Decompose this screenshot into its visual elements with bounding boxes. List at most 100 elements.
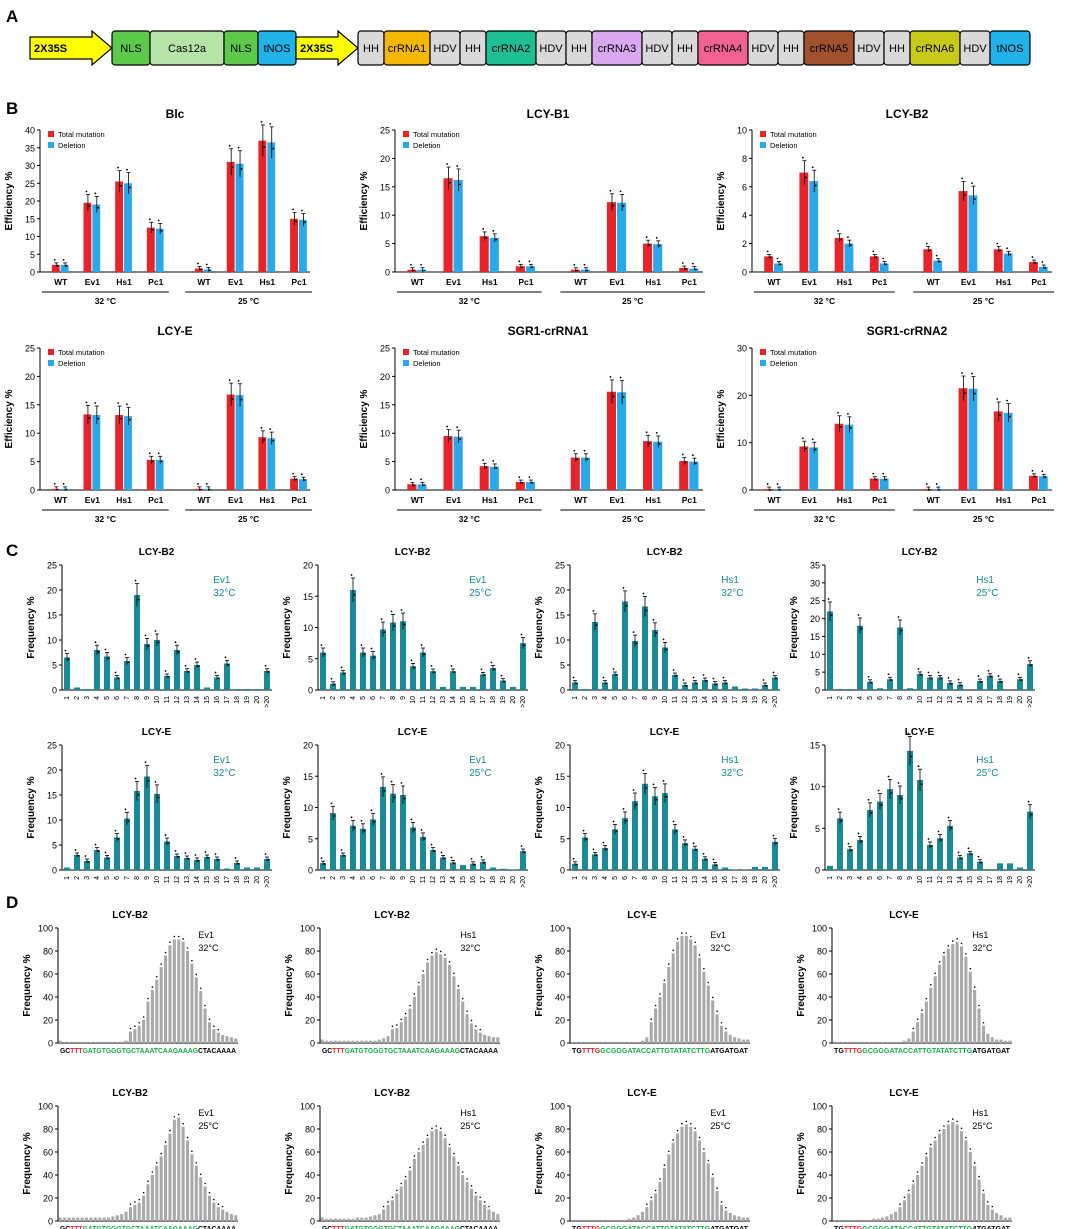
construct-label: HH [363,43,379,55]
replicate-dot [138,1021,141,1024]
temperature-label: 25°C [469,588,491,599]
legend-swatch [760,142,766,148]
replicate-dot [148,452,151,455]
replicate-dot [970,182,973,185]
position-bar [487,1036,491,1043]
target-sequence: TGTTTGGCGGGATACCATTGTATATCTTGATGATGAT [572,1048,749,1055]
replicate-dot [681,932,683,934]
replicate-dot [134,1025,136,1027]
replicate-dot [676,938,679,940]
bar-deletion [417,484,427,490]
y-tick-label: 60 [555,970,565,980]
position-bar [592,1219,596,1221]
position-bar [172,1119,176,1221]
x-tick-label: >20 [772,696,779,708]
position-bar [951,1122,955,1221]
x-tick-label: Ev1 [961,277,976,287]
replicate-dot [457,985,460,987]
frequency-bar [234,863,240,870]
bar-total-mutation [643,441,653,490]
y-tick-label: 0 [560,1039,565,1049]
x-tick-label: WT [927,495,941,505]
replicate-dot [440,851,443,854]
construct-label: crRNA6 [916,43,955,55]
frequency-bar [134,791,140,870]
sample-label: Ev1 [213,575,231,586]
replicate-dot [908,1189,910,1192]
replicate-dot [872,250,875,253]
y-axis-title: Frequency % [796,1132,807,1194]
replicate-dot [850,244,852,246]
y-tick-label: 25 [25,179,35,189]
frequency-bar [390,622,396,690]
replicate-dot [973,198,976,200]
replicate-dot [910,755,913,758]
replicate-dot [333,683,336,686]
replicate-dot [56,264,59,267]
frequency-bar [460,865,466,870]
replicate-dot [938,488,941,491]
replicate-dot [692,842,695,845]
replicate-dot [147,645,150,648]
replicate-dot [129,418,131,421]
replicate-dot [174,850,177,852]
replicate-dot [934,972,936,975]
chart-title: LCY-E [398,727,428,738]
replicate-dot [420,478,422,481]
y-tick-label: 0 [48,1217,53,1227]
position-bar [632,1041,636,1043]
x-tick-label: 18 [997,876,1004,884]
replicate-dot [632,631,635,634]
replicate-dot [937,671,940,674]
x-tick-label: 16 [470,876,477,884]
x-tick-label: 13 [440,876,447,884]
position-bar [194,1165,198,1221]
replicate-dot [928,488,931,491]
frequency-bar [622,601,628,690]
x-tick-label: 11 [164,876,171,883]
position-bar [968,1152,972,1221]
position-bar [632,1217,636,1221]
frequency-bar [94,850,100,870]
y-tick-label: 80 [43,947,53,957]
frequency-bar [400,795,406,870]
legend-label: Deletion [770,141,798,150]
position-bar [98,1217,102,1221]
replicate-dot [184,852,187,854]
position-bar [364,1217,368,1221]
replicate-dot [269,122,272,125]
position-bar [942,1129,946,1221]
replicate-dot [417,1148,420,1150]
frequency-bar [722,867,728,870]
frequency-bar [592,854,598,870]
replicate-dot [880,804,883,806]
replicate-dot [147,1180,149,1182]
position-bar [447,1147,452,1221]
replicate-dot [804,176,807,179]
x-tick-label: 3 [592,696,599,700]
replicate-dot [134,579,137,582]
position-bar [491,1211,495,1221]
replicate-dot [482,459,485,462]
x-tick-label: 10 [917,876,924,884]
flank-sequence: ATGATGAT [710,1048,748,1055]
replicate-dot [147,780,150,782]
target-sequence: GCTTTGATGTGGGTGCTAAATCAAGAAAGCTACAAAA [60,1226,236,1229]
replicate-dot [435,948,438,950]
x-tick-label: 4 [857,876,864,880]
frequency-bar [420,836,426,870]
replicate-dot [475,1025,477,1027]
replicate-dot [208,1191,211,1194]
replicate-dot [973,1162,976,1164]
bar-total-mutation [570,269,580,272]
replicate-dot [887,775,890,778]
replicate-dot [870,811,873,814]
replicate-dot [1027,800,1030,803]
protospacer-sequence: GATGTGGGTGCTAAATCAAGAAAG [345,1226,461,1229]
replicate-dot [652,618,655,621]
replicate-dot [104,648,107,651]
x-tick-label: 6 [370,696,377,700]
replicate-dot [937,830,940,833]
replicate-dot [1034,261,1037,264]
bar-deletion [525,266,536,272]
